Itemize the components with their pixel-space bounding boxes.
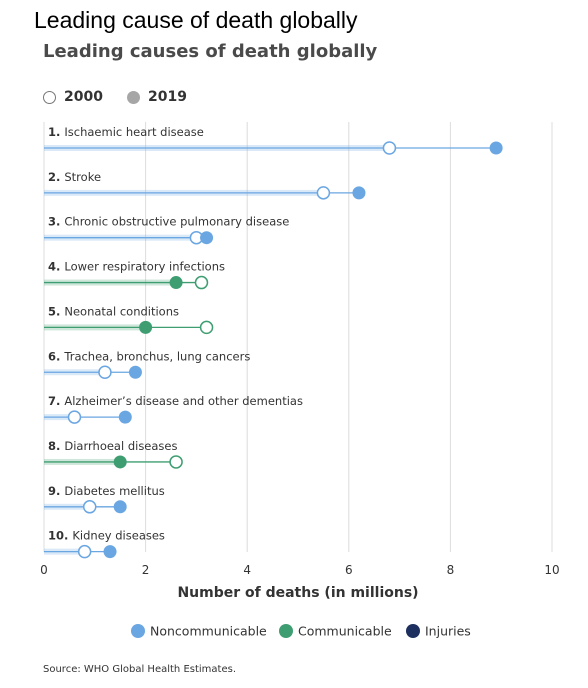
row-label: 8. Diarrhoeal diseases (48, 439, 178, 453)
x-tick-label: 2 (142, 563, 150, 577)
chart-title: Leading causes of death globally (43, 41, 378, 62)
point-2000 (382, 141, 397, 155)
page-title: Leading cause of death globally (34, 7, 358, 33)
x-tick-label: 10 (544, 563, 559, 577)
point-2000 (77, 544, 92, 559)
point-2019 (352, 186, 366, 200)
row-label: 2. Stroke (48, 170, 101, 184)
point-2000 (169, 455, 183, 469)
point-2019 (118, 410, 132, 424)
point-2019 (113, 500, 127, 514)
point-2019 (200, 231, 214, 245)
legend-injuries-label: Injuries (425, 624, 471, 639)
point-2019 (103, 545, 117, 559)
x-axis-title: Number of deaths (in millions) (177, 585, 418, 601)
point-2019 (169, 276, 183, 290)
x-tick-label: 6 (345, 563, 353, 577)
row-label: 5. Neonatal conditions (48, 304, 179, 318)
source-note: Source: WHO Global Health Estimates. (43, 664, 237, 675)
x-tick-label: 0 (40, 563, 48, 577)
x-tick-label: 8 (447, 563, 455, 577)
point-2000 (98, 365, 112, 379)
point-2000 (316, 186, 331, 200)
point-2000 (67, 410, 82, 424)
row-label: 4. Lower respiratory infections (48, 260, 225, 274)
point-2019 (113, 455, 127, 469)
point-2000 (194, 275, 209, 290)
legend-noncommunicable-label: Noncommunicable (150, 624, 267, 639)
row-label: 9. Diabetes mellitus (48, 484, 165, 498)
legend-communicable-marker (279, 624, 293, 638)
row-label: 3. Chronic obstructive pulmonary disease (48, 215, 289, 229)
legend-filled-marker-icon (126, 90, 140, 104)
legend-noncommunicable-marker (131, 624, 145, 638)
legend-injuries-marker (406, 624, 420, 638)
row-label: 10. Kidney diseases (48, 529, 165, 543)
x-tick-label: 4 (243, 563, 251, 577)
legend-year-2019: 2019 (147, 89, 187, 105)
point-2019 (128, 365, 142, 379)
point-2019 (139, 320, 153, 334)
point-2000 (82, 500, 97, 514)
legend-communicable-label: Communicable (298, 624, 392, 639)
year-legend: 2000 2019 (43, 89, 187, 105)
point-2019 (489, 141, 503, 155)
point-2000 (199, 320, 214, 335)
row-label: 6. Trachea, bronchus, lung cancers (48, 349, 250, 363)
row-label: 7. Alzheimer’s disease and other dementi… (48, 394, 303, 408)
row-label: 1. Ischaemic heart disease (48, 125, 204, 139)
legend-open-marker-icon (43, 90, 56, 104)
legend-year-2000: 2000 (64, 89, 103, 105)
